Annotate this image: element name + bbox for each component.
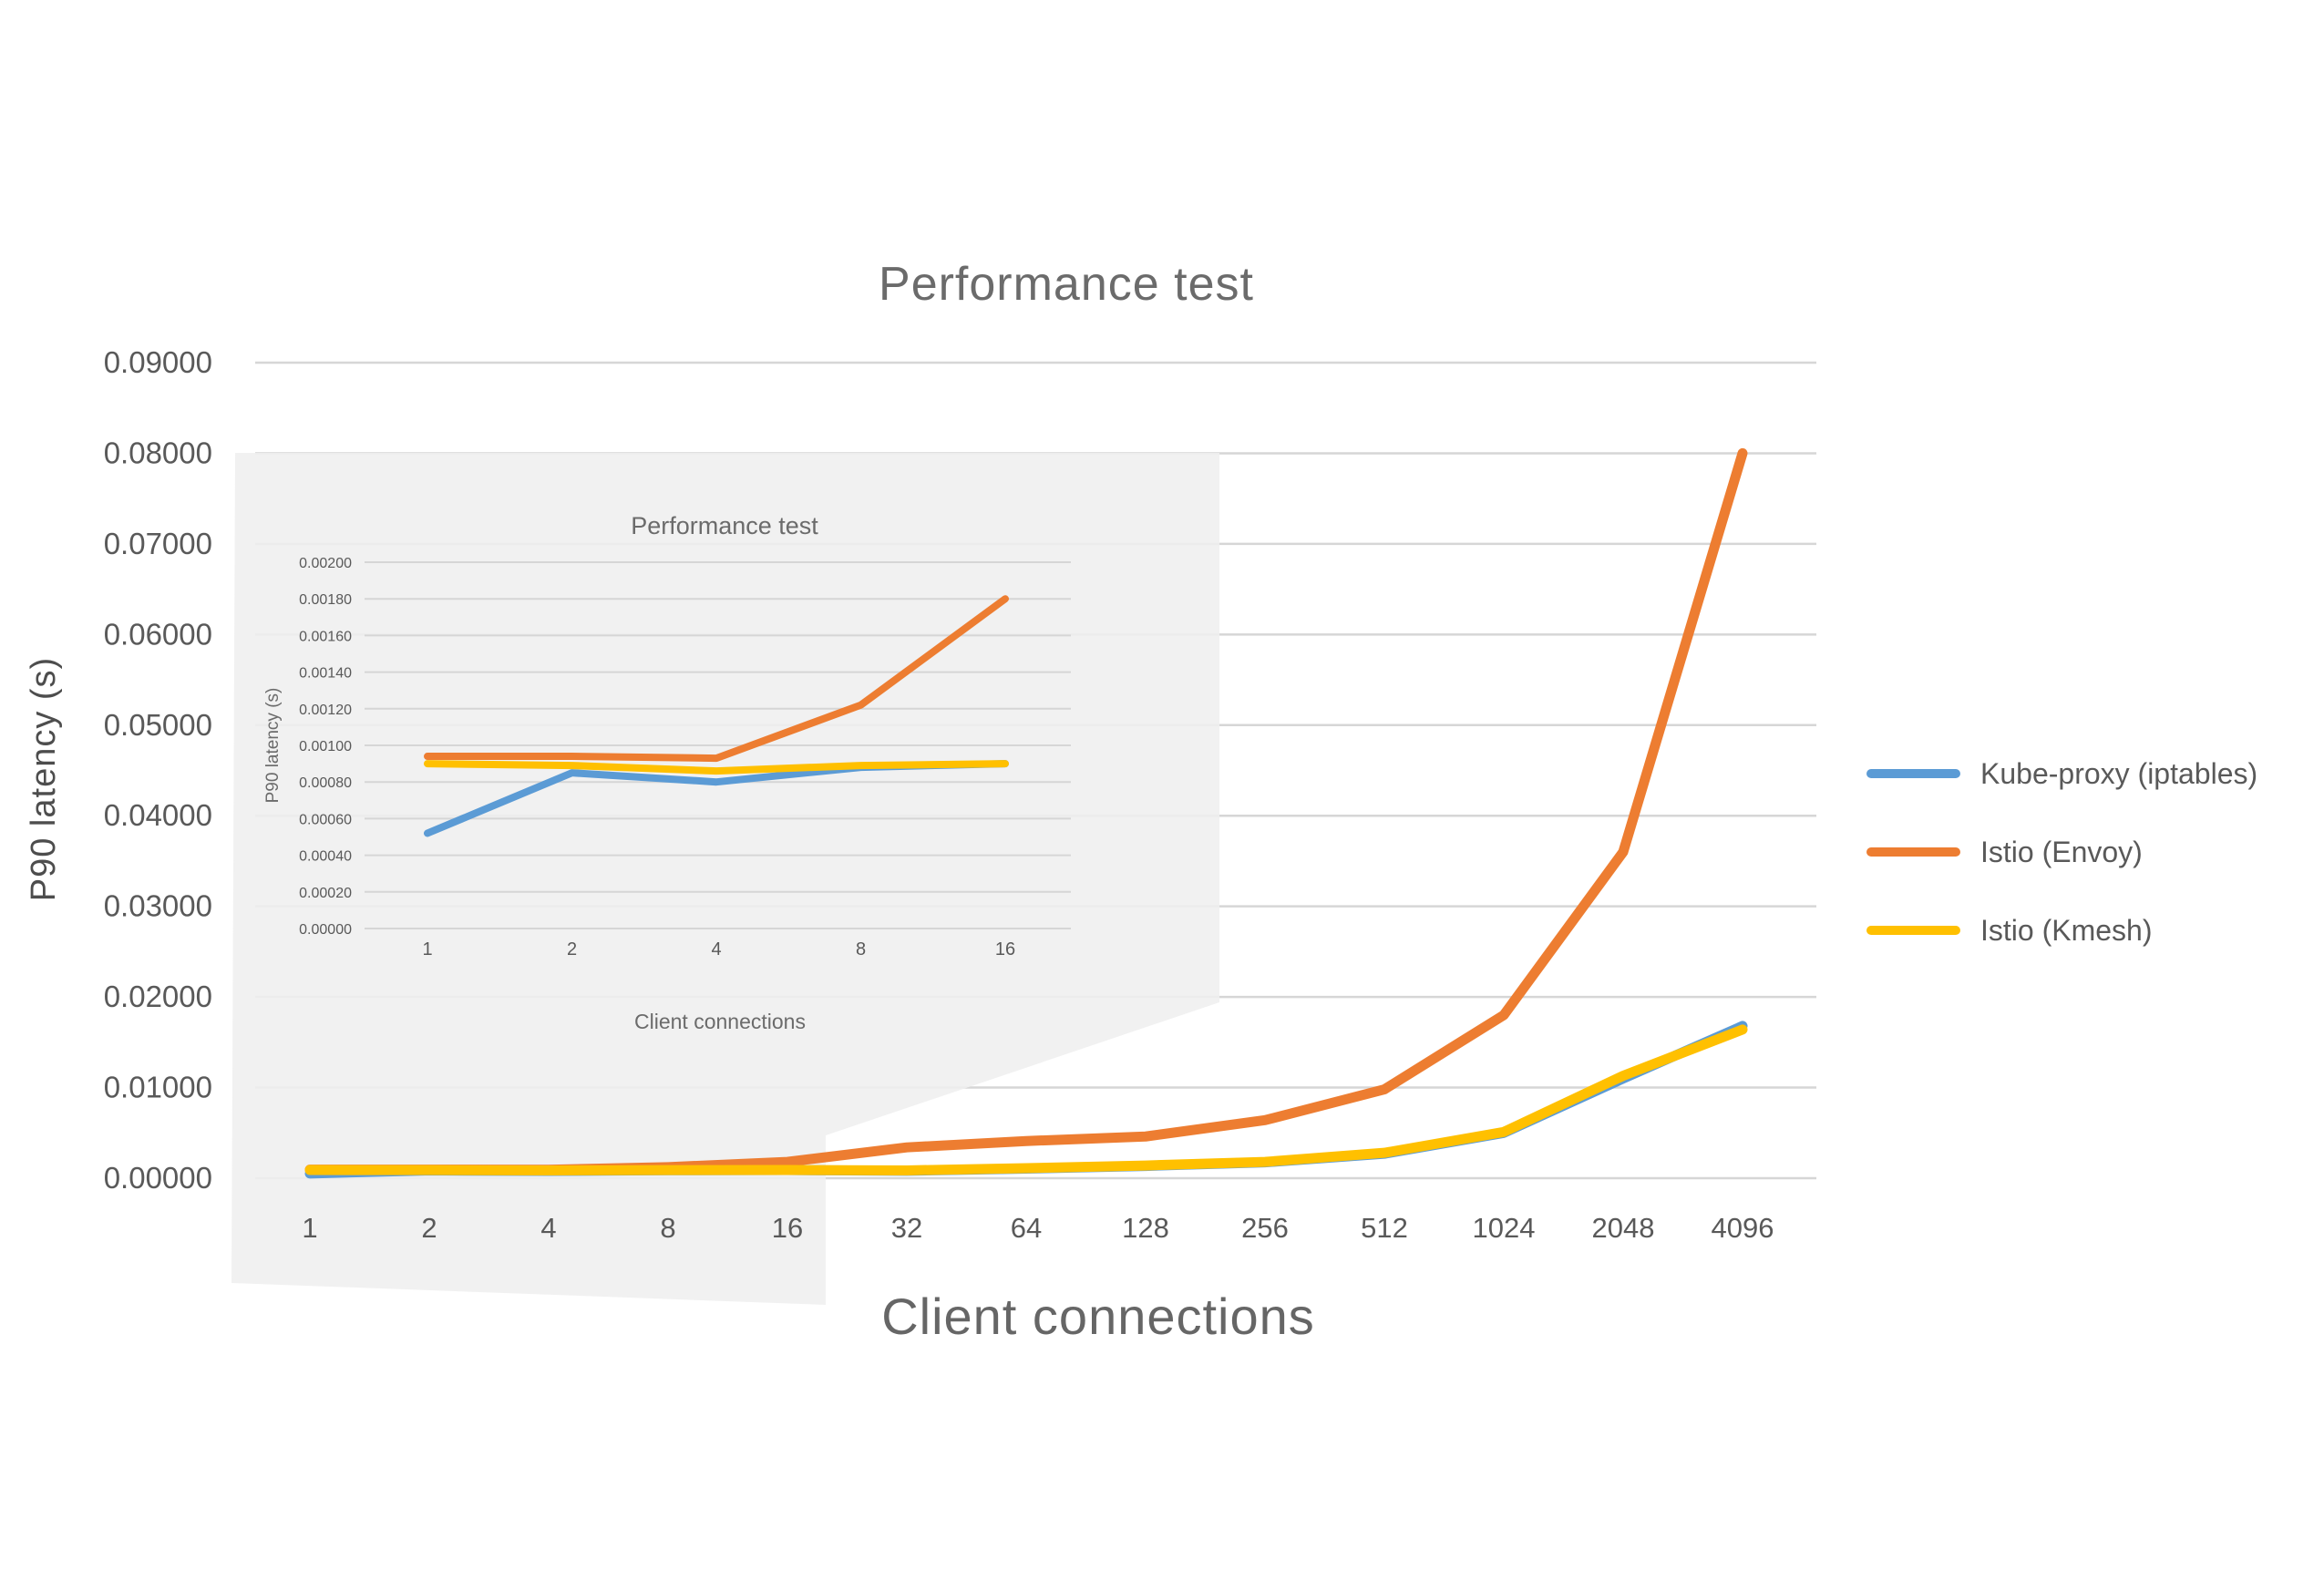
legend-label: Istio (Kmesh): [1980, 913, 2153, 947]
x-axis-tick-label: 1: [302, 1212, 317, 1244]
y-axis-tick-label: 0.08000: [104, 436, 212, 469]
y-axis-tick-label: 0.00140: [299, 666, 352, 682]
legend-label: Istio (Envoy): [1980, 835, 2143, 868]
x-axis-tick-label: 1024: [1473, 1212, 1536, 1244]
y-axis-tick-label: 0.00200: [299, 556, 352, 571]
y-axis-tick-label: 0.00020: [299, 886, 352, 901]
series-line-istio-kmesh-: [424, 760, 1009, 775]
x-axis-tick-label: 2: [567, 939, 577, 959]
y-axis-tick-label: 0.00060: [299, 812, 352, 827]
y-axis-tick-label: 0.00180: [299, 592, 352, 608]
x-axis-tick-label: 256: [1241, 1212, 1289, 1244]
x-axis-tick-label: 8: [660, 1212, 675, 1244]
legend-item: Istio (Envoy): [1866, 830, 2304, 874]
y-axis-tick-label: 0.00000: [299, 922, 352, 938]
x-axis-tick-label: 512: [1361, 1212, 1408, 1244]
x-axis-title: Client connections: [881, 1288, 1315, 1345]
legend: Kube-proxy (iptables) Istio (Envoy) Isti…: [1866, 752, 2304, 987]
legend-swatch-istio-envoy-icon: [1866, 847, 1960, 857]
x-axis-tick-label: 64: [1011, 1212, 1042, 1244]
inset-callout-shape: [231, 453, 1219, 1305]
legend-item: Kube-proxy (iptables): [1866, 752, 2304, 795]
y-axis-tick-label: 0.01000: [104, 1071, 212, 1104]
y-axis-tick-label: 0.00120: [299, 703, 352, 718]
y-axis-tick-label: 0.07000: [104, 527, 212, 560]
inset-axis-labels: 0.00000 0.00020 0.00040 0.00060 0.00080 0.001…: [299, 556, 1015, 959]
main-axis-labels: 0.00000 0.01000 0.02000 0.03000 0.04000 0.050…: [104, 345, 1774, 1244]
legend-label: Kube-proxy (iptables): [1980, 756, 2258, 790]
y-axis-tick-label: 0.04000: [104, 798, 212, 832]
inset-gridlines: [365, 561, 1071, 929]
legend-swatch-kube-proxy-icon: [1866, 769, 1960, 778]
y-axis-tick-label: 0.09000: [104, 345, 212, 379]
y-axis-tick-label: 0.00040: [299, 849, 352, 865]
y-axis-tick-label: 0.03000: [104, 889, 212, 923]
x-axis-tick-label: 4096: [1712, 1212, 1774, 1244]
x-axis-tick-label: 128: [1122, 1212, 1169, 1244]
x-axis-tick-label: 16: [772, 1212, 803, 1244]
x-axis-tick-label: 8: [856, 939, 866, 959]
inset-y-axis-title: P90 latency (s): [263, 687, 283, 804]
x-axis-tick-label: 2048: [1592, 1212, 1655, 1244]
x-axis-tick-label: 1: [422, 939, 432, 959]
y-axis-tick-label: 0.06000: [104, 617, 212, 651]
x-axis-tick-label: 4: [711, 939, 721, 959]
x-axis-tick-label: 2: [421, 1212, 437, 1244]
y-axis-tick-label: 0.00080: [299, 775, 352, 791]
y-axis-tick-label: 0.05000: [104, 708, 212, 742]
x-axis-tick-label: 4: [540, 1212, 556, 1244]
y-axis-title: P90 latency (s): [25, 656, 63, 902]
y-axis-tick-label: 0.00000: [104, 1161, 212, 1195]
series-line-istio-kmesh-: [304, 1024, 1748, 1175]
y-axis-tick-label: 0.02000: [104, 980, 212, 1013]
y-axis-tick-label: 0.00160: [299, 629, 352, 644]
inset-x-axis-title: Client connections: [634, 1010, 806, 1033]
legend-item: Istio (Kmesh): [1866, 908, 2304, 952]
inset-chart-title: Performance test: [631, 512, 818, 539]
y-axis-tick-label: 0.00100: [299, 739, 352, 754]
legend-swatch-istio-kmesh-icon: [1866, 926, 1960, 935]
x-axis-tick-label: 16: [995, 939, 1015, 959]
chart-title: Performance test: [879, 258, 1254, 311]
series-line-istio-envoy-: [424, 595, 1009, 763]
x-axis-tick-label: 32: [891, 1212, 922, 1244]
